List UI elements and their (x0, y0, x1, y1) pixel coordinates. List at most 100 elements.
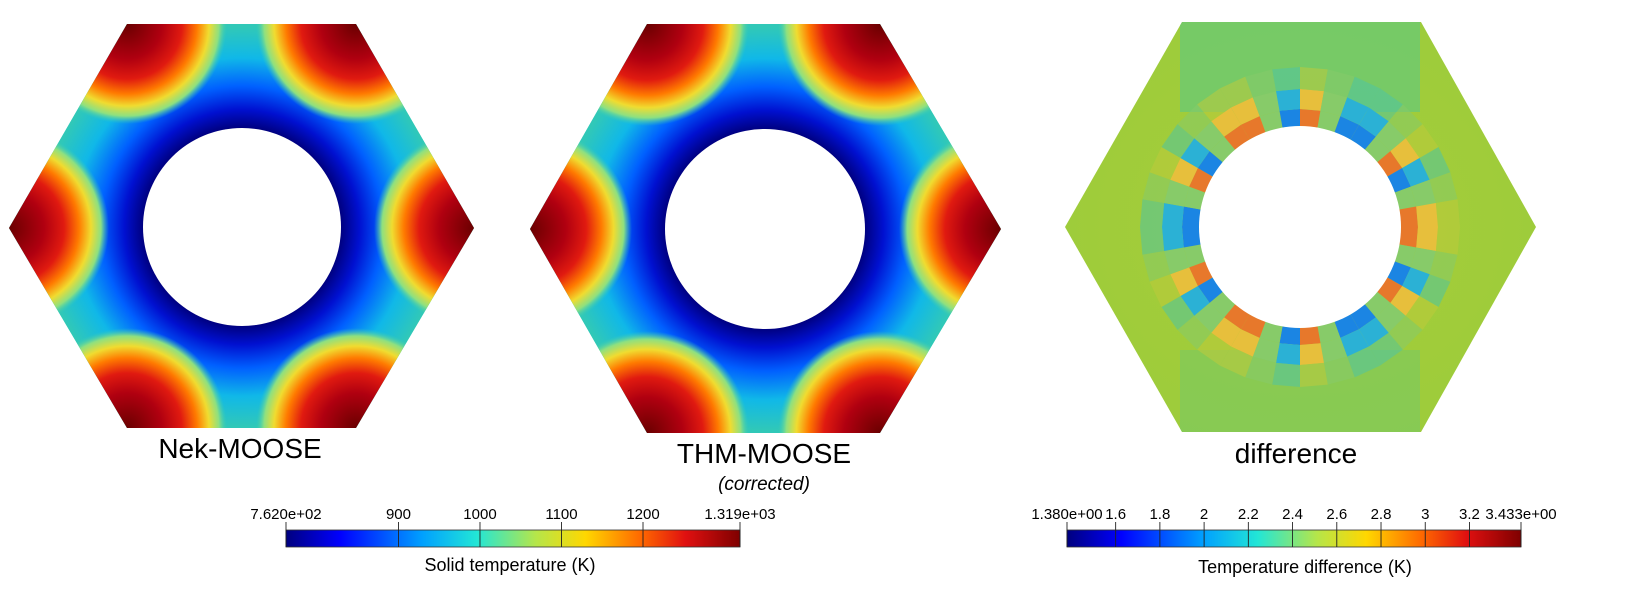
difference-cell (1170, 267, 1198, 296)
difference-cell (1405, 124, 1439, 158)
difference-cell (1197, 277, 1223, 303)
colorbar-tick-label: 3.2 (1459, 506, 1480, 523)
difference-cell (1320, 91, 1348, 117)
colorbar-difference: 1.380e+00 1.6 1.8 2 2.2 2.4 2.6 2.8 3 3.2 3.433e+0… (1031, 506, 1556, 577)
difference-cell (1347, 76, 1380, 108)
difference-cell (1388, 315, 1423, 350)
colorbar-tick-label: 1.8 (1149, 506, 1170, 523)
difference-cell (1334, 116, 1359, 140)
difference-cell (1300, 326, 1321, 345)
difference-cell (1170, 158, 1198, 187)
difference-cell (1180, 286, 1210, 316)
difference-cell (1387, 168, 1411, 193)
difference-cell (1177, 104, 1212, 139)
colorbar-tick-label: 1200 (626, 506, 659, 523)
difference-cell (1369, 88, 1403, 122)
difference-cell (1231, 329, 1260, 357)
colorbar-tick-label: 3 (1421, 506, 1429, 523)
difference-cell (1161, 124, 1195, 158)
panel-title-1: Nek-MOOSE (158, 433, 321, 464)
panel-subtitle-2: (corrected) (718, 474, 810, 495)
difference-cell (1259, 110, 1283, 133)
difference-cell (1300, 109, 1321, 128)
difference-cell (1416, 227, 1438, 251)
difference-cell (1279, 109, 1300, 128)
difference-cell (1390, 138, 1420, 168)
difference-cell (1194, 302, 1225, 333)
difference-cell (1429, 250, 1458, 282)
colorbar-tick-label: 2.4 (1282, 506, 1303, 523)
colorbar-2-title: Temperature difference (K) (1198, 557, 1412, 577)
colorbar-tick-label: 900 (386, 506, 411, 523)
difference-cell (1323, 356, 1355, 385)
difference-cell (1402, 158, 1430, 187)
difference-cell (1197, 88, 1231, 122)
difference-cell (1140, 199, 1165, 227)
difference-cell (1320, 337, 1348, 363)
panel-title-3: difference (1235, 438, 1357, 469)
difference-cell (1347, 346, 1380, 378)
colorbar-tick-label: 2.8 (1371, 506, 1392, 523)
difference-cell (1224, 304, 1250, 330)
difference-cell (1394, 244, 1417, 268)
difference-cell (1241, 314, 1266, 338)
difference-cell (1317, 321, 1341, 344)
difference-cell (1435, 199, 1460, 227)
difference-cell (1300, 67, 1328, 92)
difference-cell (1259, 321, 1283, 344)
difference-cell (1231, 97, 1260, 125)
difference-cell (1140, 227, 1165, 255)
inner-hole-1 (143, 128, 341, 326)
difference-cell (1419, 274, 1451, 307)
difference-cell (1164, 179, 1190, 207)
colorbar-tick-label: 2 (1200, 506, 1208, 523)
difference-cell (1405, 296, 1439, 330)
difference-cell (1375, 121, 1406, 152)
difference-cell (1350, 304, 1376, 330)
difference-cell (1189, 261, 1213, 286)
colorbar-temperature: 7.620e+02 900 1000 1100 1200 1.319e+03 Solid … (250, 506, 775, 575)
difference-cell (1410, 247, 1436, 275)
difference-cell (1211, 317, 1241, 347)
colorbar-2-gradient (1066, 529, 1522, 548)
difference-cell (1399, 206, 1418, 227)
difference-cell (1300, 362, 1328, 387)
colorbar-1-ticks: 7.620e+02 900 1000 1100 1200 1.319e+03 (250, 506, 776, 547)
difference-cell (1220, 76, 1253, 108)
difference-cell (1323, 69, 1355, 98)
inner-hole-3 (1199, 126, 1401, 328)
difference-cell (1197, 332, 1231, 366)
difference-cell (1197, 151, 1223, 177)
difference-cell (1180, 138, 1210, 168)
colorbar-tick-label: 2.2 (1238, 506, 1259, 523)
difference-cell (1149, 274, 1181, 307)
difference-cell (1340, 97, 1369, 125)
difference-cell (1369, 332, 1403, 366)
difference-cell (1429, 172, 1458, 204)
difference-cell (1142, 172, 1171, 204)
difference-cell (1375, 302, 1406, 333)
colorbar-2-ticks: 1.380e+00 1.6 1.8 2 2.2 2.4 2.6 2.8 3 3.2 3.433e+0… (1031, 506, 1557, 547)
difference-cell (1279, 326, 1300, 345)
difference-cell (1162, 203, 1184, 227)
difference-cell (1177, 315, 1212, 350)
difference-cell (1241, 116, 1266, 140)
difference-cell (1317, 110, 1341, 133)
difference-cell (1350, 124, 1376, 150)
difference-cell (1410, 179, 1436, 207)
difference-segments (1140, 67, 1460, 387)
difference-cell (1276, 343, 1300, 365)
colorbar-tick-label: 1.6 (1105, 506, 1126, 523)
difference-cell (1272, 362, 1300, 387)
difference-cell (1252, 337, 1280, 363)
difference-cell (1272, 67, 1300, 92)
difference-cell (1390, 286, 1420, 316)
difference-cell (1182, 227, 1201, 248)
panel-title-2: THM-MOOSE (677, 438, 851, 469)
difference-cell (1388, 104, 1423, 139)
difference-cell (1245, 69, 1277, 98)
difference-cell (1399, 227, 1418, 248)
difference-cell (1183, 244, 1206, 268)
difference-field (1065, 22, 1536, 432)
